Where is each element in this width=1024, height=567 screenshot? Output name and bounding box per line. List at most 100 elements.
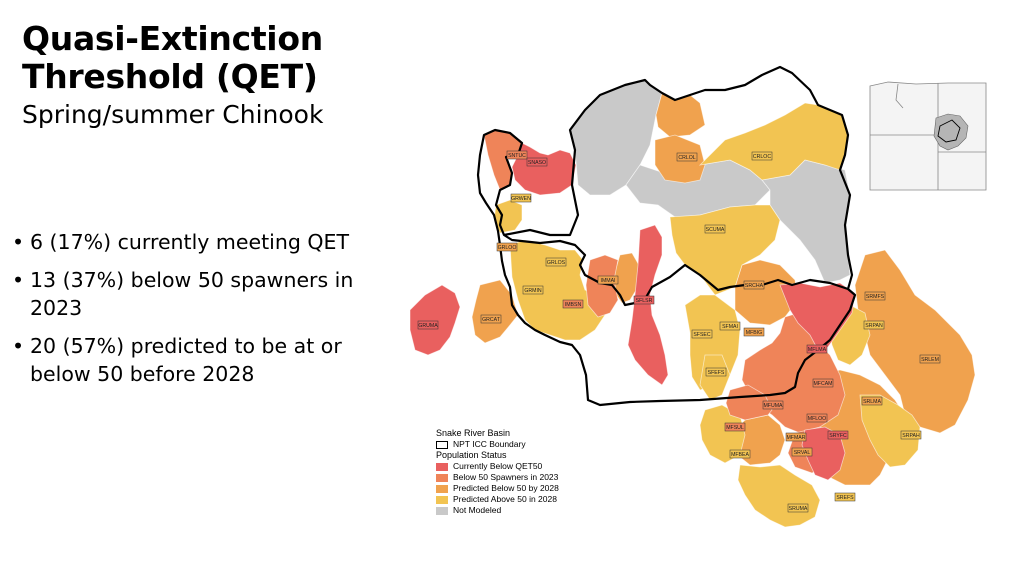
population-label-mflma: MFLMA [806, 344, 828, 354]
population-code: SREFS [836, 495, 854, 501]
population-code: GRLOS [547, 260, 566, 266]
population-label-box [787, 503, 809, 513]
population-label-box [480, 314, 502, 324]
population-code: SRYFC [829, 433, 847, 439]
legend-swatch [436, 506, 448, 515]
population-regions [409, 79, 976, 528]
region-predicted-above-50 [699, 354, 731, 401]
slide-title: Quasi-Extinction Threshold (QET) [22, 20, 323, 96]
population-label-box [900, 430, 922, 440]
population-code: SRMFS [866, 294, 885, 300]
region-predicted-below-50 [471, 279, 519, 344]
population-code: MFBEA [731, 452, 749, 458]
population-label-box [861, 396, 883, 406]
population-label-srlem: SRLEM [919, 354, 941, 364]
population-label-box [762, 400, 784, 410]
population-label-box [751, 151, 773, 161]
population-label-box [743, 280, 765, 290]
population-label-sryfc: SRYFC [827, 430, 849, 440]
population-label-box [562, 299, 584, 309]
population-label-sfmai: SFMAI [719, 321, 741, 331]
legend-item: Not Modeled [436, 505, 559, 516]
population-code: SFMAI [722, 324, 738, 330]
legend-item: Predicted Above 50 in 2028 [436, 494, 559, 505]
legend-boundary-row: NPT ICC Boundary [436, 439, 559, 450]
population-label-box [827, 430, 849, 440]
bullet-line: 6 (17%) currently meeting QET [30, 230, 349, 254]
population-label-crlol: CRLOL [676, 152, 698, 162]
map-legend: Snake River Basin NPT ICC Boundary Popul… [436, 428, 559, 516]
population-code: SRPAN [865, 323, 883, 329]
population-label-grmin: GRMIN [522, 285, 544, 295]
population-label-mfsul: MFSUL [724, 422, 746, 432]
legend-item: Predicted Below 50 by 2028 [436, 483, 559, 494]
population-label-box [864, 291, 886, 301]
population-label-box [785, 432, 807, 442]
population-label-mfcam: MFCAM [812, 378, 834, 388]
population-code: SRPAH [902, 433, 920, 439]
population-code: IMBSN [565, 302, 582, 308]
population-code: SNTUC [508, 153, 526, 159]
population-label-srlma: SRLMA [861, 396, 883, 406]
population-label-srpah: SRPAH [900, 430, 922, 440]
population-label-mfmar: MFMAR [785, 432, 807, 442]
inset-boundary [937, 119, 961, 143]
population-label-box [691, 329, 713, 339]
population-label-srmfs: SRMFS [864, 291, 886, 301]
region-currently-below-qet50 [627, 224, 669, 386]
population-code: GRUMA [418, 323, 438, 329]
population-label-box [834, 492, 856, 502]
population-label-box [496, 242, 518, 252]
population-label-grloo: GRLOO [496, 242, 518, 252]
legend-boundary-label: NPT ICC Boundary [453, 439, 526, 449]
legend-item: Below 50 Spawners in 2023 [436, 472, 559, 483]
legend-item: Currently Below QET50 [436, 461, 559, 472]
population-label-box [724, 422, 746, 432]
population-label-box [633, 295, 655, 305]
population-label-box [545, 257, 567, 267]
population-label-sruma: SRUMA [787, 503, 809, 513]
bullet-item: 6 (17%) currently meeting QET [10, 228, 440, 256]
population-code: MFLMA [808, 347, 827, 353]
population-code: MFMAR [786, 435, 805, 441]
locator-map-inset [869, 81, 987, 191]
population-code: MFUMA [763, 403, 783, 409]
legend-heading: Snake River Basin [436, 428, 511, 438]
population-label-crloc: CRLOC [751, 151, 773, 161]
population-label-box [919, 354, 941, 364]
slide-subtitle: Spring/summer Chinook [22, 100, 324, 129]
population-code: CRLOC [753, 154, 771, 160]
legend-label: Below 50 Spawners in 2023 [453, 472, 559, 482]
region-predicted-above-50 [859, 394, 921, 468]
population-label-immai: IMMAI [597, 275, 619, 285]
population-label-mfbea: MFBEA [729, 449, 751, 459]
legend-label: Not Modeled [453, 505, 502, 515]
population-label-box [743, 327, 765, 337]
region-below-50-spawners [585, 254, 619, 318]
population-label-srval: SRVAL [791, 447, 813, 457]
legend-label: Predicted Above 50 in 2028 [453, 494, 557, 504]
population-label-box [806, 344, 828, 354]
population-code: CRLOL [678, 155, 695, 161]
legend-label: Predicted Below 50 by 2028 [453, 483, 559, 493]
population-code: GRCAT [482, 317, 501, 323]
population-label-grcat: GRCAT [480, 314, 502, 324]
population-label-mfuma: MFUMA [762, 400, 784, 410]
population-label-sntuc: SNTUC [506, 150, 528, 160]
population-code: SCUMA [706, 227, 725, 233]
legend-swatch [436, 495, 448, 504]
population-label-box [510, 193, 532, 203]
population-label-box [806, 413, 828, 423]
population-label-srcha: SRCHA [743, 280, 765, 290]
population-code: SFEFS [708, 370, 725, 376]
population-label-srefs: SREFS [834, 492, 856, 502]
title-line-2: Threshold (QET) [22, 57, 318, 96]
population-label-box [704, 224, 726, 234]
population-label-box [676, 152, 698, 162]
population-label-box [863, 320, 885, 330]
population-label-box [812, 378, 834, 388]
legend-swatch [436, 462, 448, 471]
population-label-box [791, 447, 813, 457]
population-label-box [522, 285, 544, 295]
population-code: IMMAI [601, 278, 616, 284]
